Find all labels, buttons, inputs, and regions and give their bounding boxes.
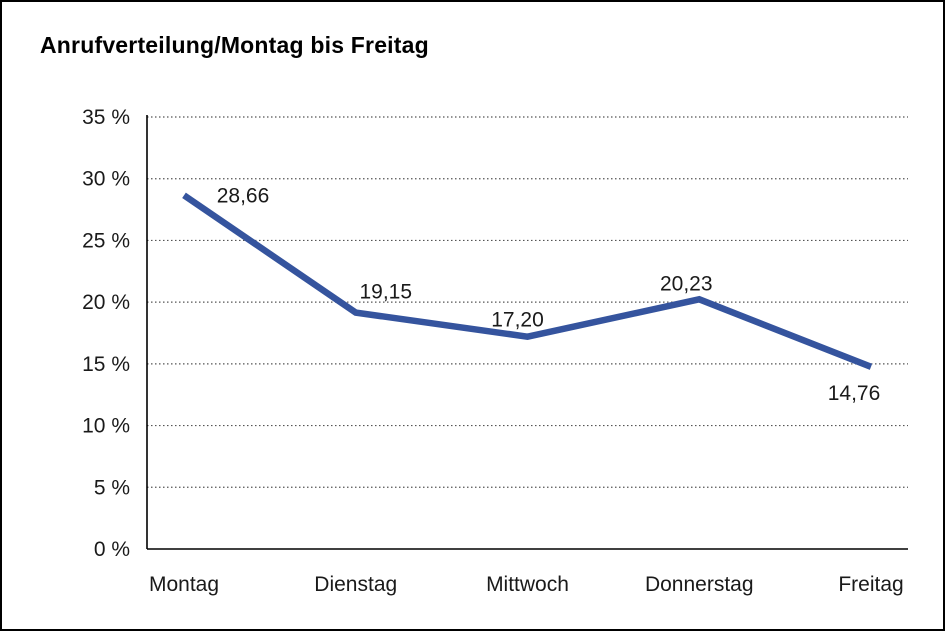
data-point-label: 17,20 <box>491 309 544 332</box>
data-point-label: 28,66 <box>217 184 270 207</box>
data-line <box>182 192 873 370</box>
x-axis-category-label: Montag <box>149 573 219 596</box>
x-axis-category-label: Freitag <box>838 573 903 596</box>
y-axis-tick-label: 30 % <box>82 168 130 191</box>
chart-title: Anrufverteilung/Montag bis Freitag <box>40 32 429 58</box>
y-axis-tick-label: 5 % <box>94 476 130 499</box>
x-axis-category-label: Mittwoch <box>486 573 569 596</box>
y-axis-tick-label: 0 % <box>94 538 130 561</box>
y-axis-tick-label: 20 % <box>82 291 130 314</box>
y-axis-tick-label: 15 % <box>82 353 130 376</box>
y-axis-tick-label: 35 % <box>82 106 130 129</box>
x-axis-category-label: Dienstag <box>314 573 397 596</box>
y-axis-tick-label: 10 % <box>82 415 130 438</box>
data-point-label: 19,15 <box>359 281 412 304</box>
data-point-label: 14,76 <box>828 382 881 405</box>
y-axis-tick-label: 25 % <box>82 229 130 252</box>
x-axis-category-label: Donnerstag <box>645 573 754 596</box>
data-point-label: 20,23 <box>660 272 713 295</box>
